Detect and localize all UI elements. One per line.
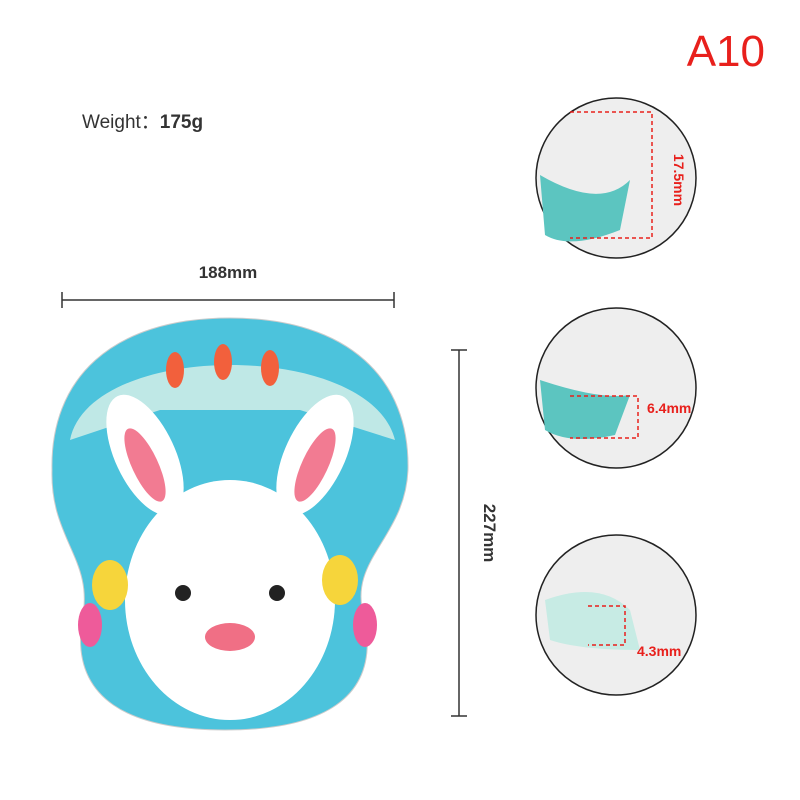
detail-guides: [570, 111, 653, 646]
mouse-pad: [51, 317, 409, 731]
width-line: [61, 292, 395, 308]
weight: Weight：175g: [82, 112, 203, 133]
detail-label: 6.4mm: [647, 400, 691, 416]
width-label: 188mm: [199, 263, 258, 282]
weight-value: 175g: [160, 112, 203, 133]
weight-label: Weight：: [82, 112, 160, 133]
height-line: [451, 349, 467, 717]
detail-label: 17.5mm: [671, 154, 687, 206]
detail-pad-edges: [540, 175, 640, 650]
detail-label: 4.3mm: [637, 643, 681, 659]
height-label: 227mm: [480, 504, 499, 563]
variant-label: A10: [687, 27, 765, 76]
